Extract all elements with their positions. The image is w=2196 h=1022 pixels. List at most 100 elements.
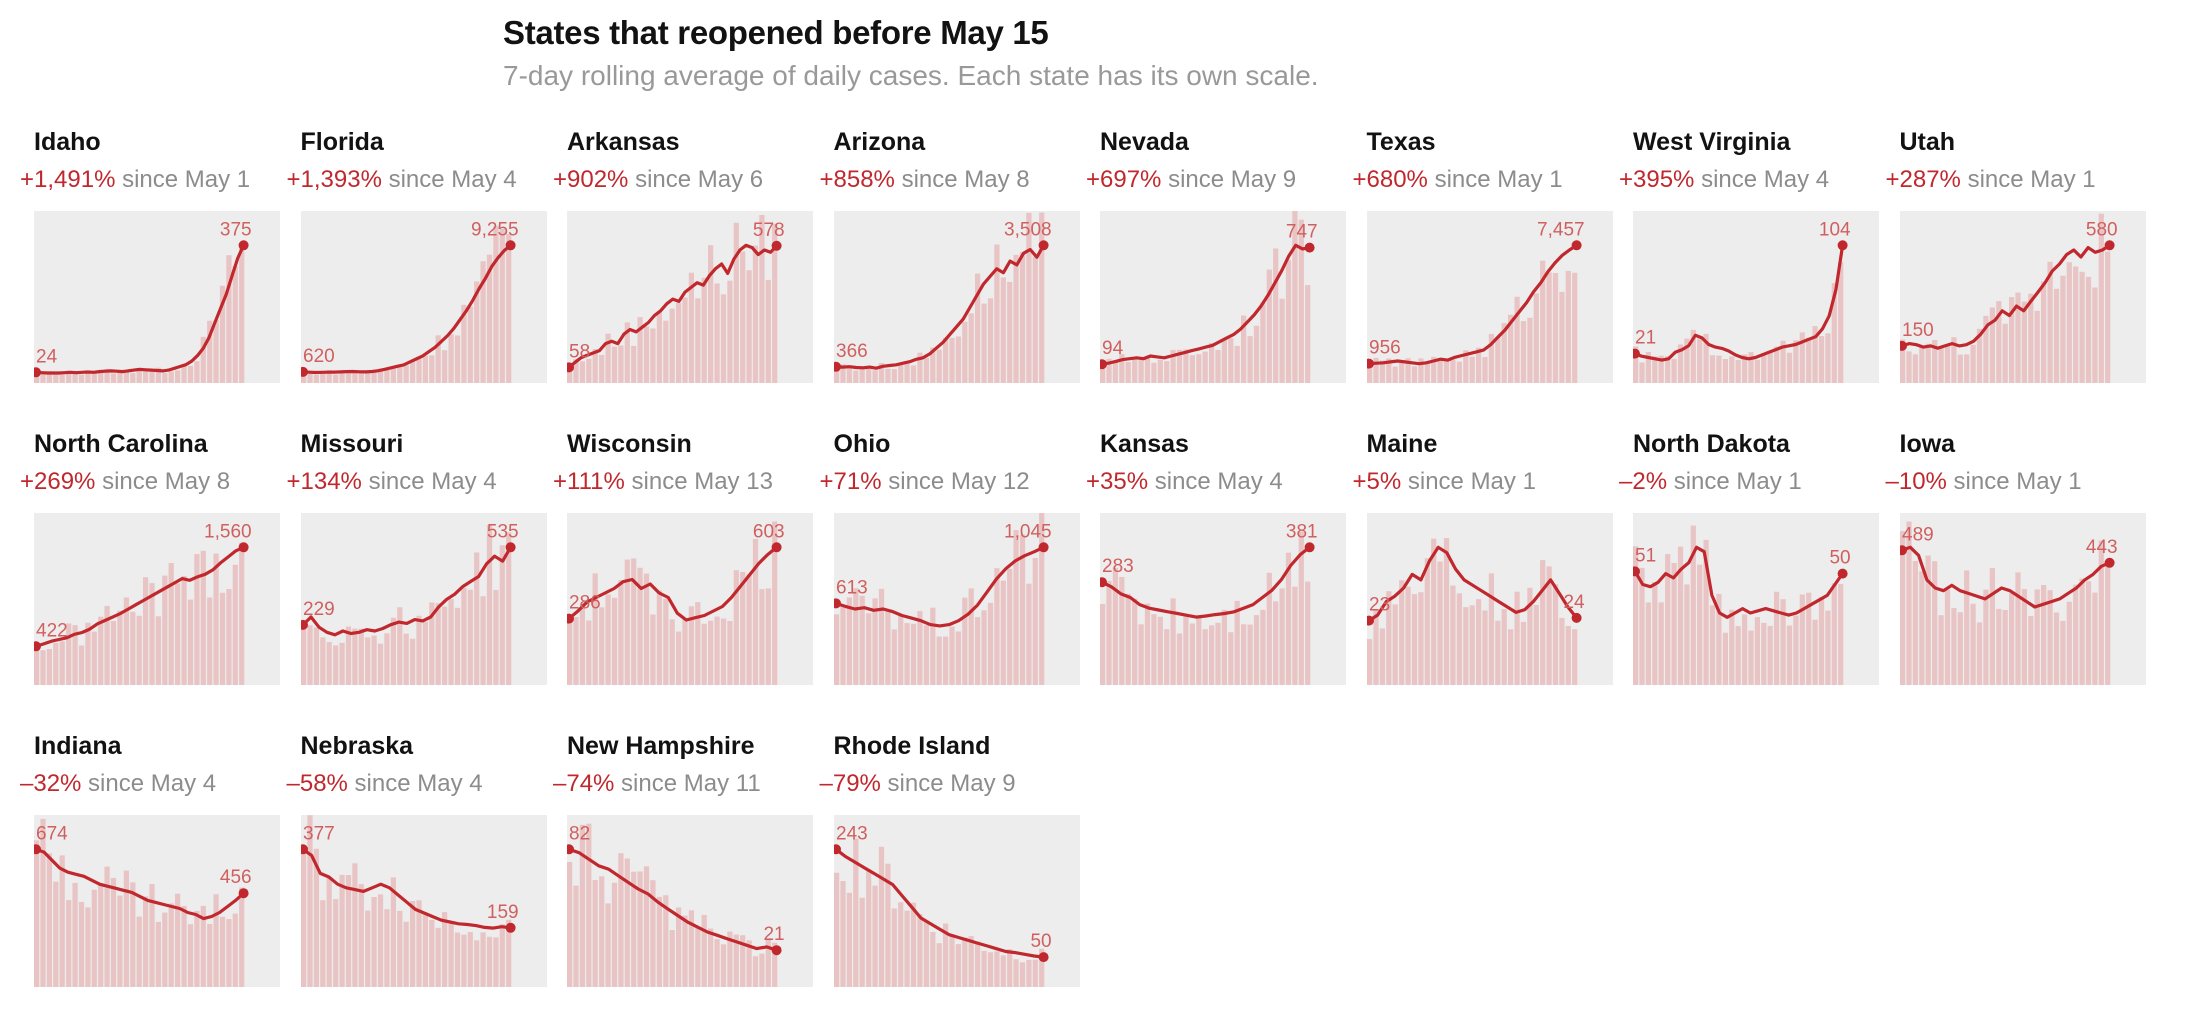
daily-case-bar <box>123 870 129 987</box>
end-point <box>771 945 782 956</box>
daily-case-bar <box>1918 345 1924 383</box>
daily-case-bar <box>415 357 422 383</box>
daily-case-bar <box>1735 626 1741 685</box>
state-name: Ohio <box>833 430 891 458</box>
daily-case-bar <box>72 625 78 685</box>
daily-case-bar <box>1437 561 1443 685</box>
daily-case-bar <box>592 349 598 383</box>
daily-case-bar <box>1552 584 1558 685</box>
start-value-label: 613 <box>836 577 868 598</box>
percent-change: –74% <box>553 770 615 797</box>
daily-case-bar <box>40 372 46 383</box>
daily-case-bar <box>1151 614 1157 685</box>
daily-case-bar <box>207 924 213 987</box>
daily-case-bar <box>409 901 415 987</box>
daily-case-bar <box>1677 344 1684 383</box>
end-point <box>771 240 782 251</box>
daily-case-bar <box>1279 588 1285 685</box>
daily-case-bar <box>194 361 200 383</box>
daily-case-bar <box>1716 355 1722 383</box>
daily-case-bar <box>326 877 332 987</box>
daily-case-bar <box>345 370 351 383</box>
daily-case-bar <box>618 853 624 987</box>
daily-case-bar <box>567 622 573 685</box>
end-point <box>1837 568 1848 579</box>
daily-case-bar <box>428 355 434 383</box>
daily-case-bar <box>351 863 357 987</box>
daily-case-bar <box>1818 597 1825 685</box>
daily-case-bar <box>1944 589 1950 685</box>
end-value-label: 456 <box>220 867 252 888</box>
percent-change: +395% <box>1619 166 1695 193</box>
daily-case-bar <box>454 607 460 685</box>
daily-case-bar <box>117 370 123 383</box>
daily-case-bar <box>1507 629 1513 685</box>
daily-case-bar <box>326 370 332 383</box>
state-name: West Virginia <box>1633 128 1791 156</box>
daily-case-bar <box>1684 338 1690 383</box>
daily-case-bar <box>884 863 890 987</box>
daily-case-bar <box>2079 578 2085 685</box>
daily-case-bar <box>1905 521 1912 685</box>
daily-case-bar <box>78 901 85 987</box>
panel-florida: Florida +1,393% since May 4 620 9,255 <box>287 128 547 418</box>
daily-case-bar <box>872 885 878 987</box>
daily-case-bar <box>213 320 219 383</box>
daily-case-bar <box>961 321 967 383</box>
daily-case-bar <box>207 320 213 383</box>
start-value-label: 422 <box>36 620 68 641</box>
daily-case-bar <box>499 924 505 987</box>
daily-case-bar <box>422 355 428 383</box>
daily-case-bar <box>2066 262 2072 383</box>
daily-case-bar <box>942 923 948 987</box>
percent-change: –32% <box>20 770 82 797</box>
daily-case-bar <box>1995 301 2001 383</box>
daily-case-bar <box>226 255 232 383</box>
daily-case-bar <box>1398 580 1404 685</box>
daily-case-bar <box>2014 572 2021 685</box>
daily-case-bar <box>1196 354 1202 383</box>
percent-change: +697% <box>1086 166 1162 193</box>
daily-case-bar <box>2021 301 2027 383</box>
since-date: since May 8 <box>894 166 1030 193</box>
daily-case-bar <box>852 370 858 383</box>
daily-case-bar <box>1385 591 1391 685</box>
start-point <box>1899 545 1907 556</box>
daily-case-bar <box>1806 592 1812 685</box>
daily-case-bar <box>1385 358 1391 383</box>
sparkline-chart: 24 375 <box>34 211 280 383</box>
daily-case-bar <box>993 244 999 383</box>
daily-case-bar <box>936 349 942 383</box>
daily-case-bar <box>1799 594 1805 685</box>
daily-case-bar <box>916 914 922 987</box>
daily-case-bar <box>448 599 454 685</box>
daily-case-bar <box>2098 213 2104 383</box>
start-point <box>833 844 841 855</box>
daily-case-bar <box>1170 598 1176 685</box>
daily-case-bar <box>1690 329 1696 383</box>
daily-case-bar <box>878 363 884 383</box>
panel-nebraska: Nebraska –58% since May 4 377 159 <box>287 732 547 1022</box>
daily-case-bar <box>2014 292 2021 383</box>
daily-case-bar <box>40 650 46 685</box>
daily-case-bar <box>2091 287 2097 383</box>
daily-case-bar <box>136 916 142 987</box>
change-line: +1,393% since May 4 <box>287 166 517 194</box>
daily-case-bar <box>968 588 974 685</box>
daily-case-bar <box>1838 584 1844 685</box>
daily-case-bar <box>1462 350 1468 383</box>
daily-case-bar <box>573 617 579 685</box>
daily-case-bar <box>1520 621 1526 685</box>
daily-case-bar <box>592 880 598 987</box>
daily-case-bar <box>929 607 935 685</box>
daily-case-bar <box>2040 281 2046 383</box>
daily-case-bar <box>1735 359 1741 383</box>
daily-case-bar <box>1565 626 1571 685</box>
panel-nevada: Nevada +697% since May 9 94 747 <box>1086 128 1346 418</box>
percent-change: +269% <box>20 468 96 495</box>
daily-case-bar <box>1507 314 1513 383</box>
daily-case-bar <box>1571 629 1577 685</box>
daily-case-bar <box>942 337 948 383</box>
daily-case-bar <box>351 628 357 685</box>
daily-case-bar <box>1938 615 1944 685</box>
